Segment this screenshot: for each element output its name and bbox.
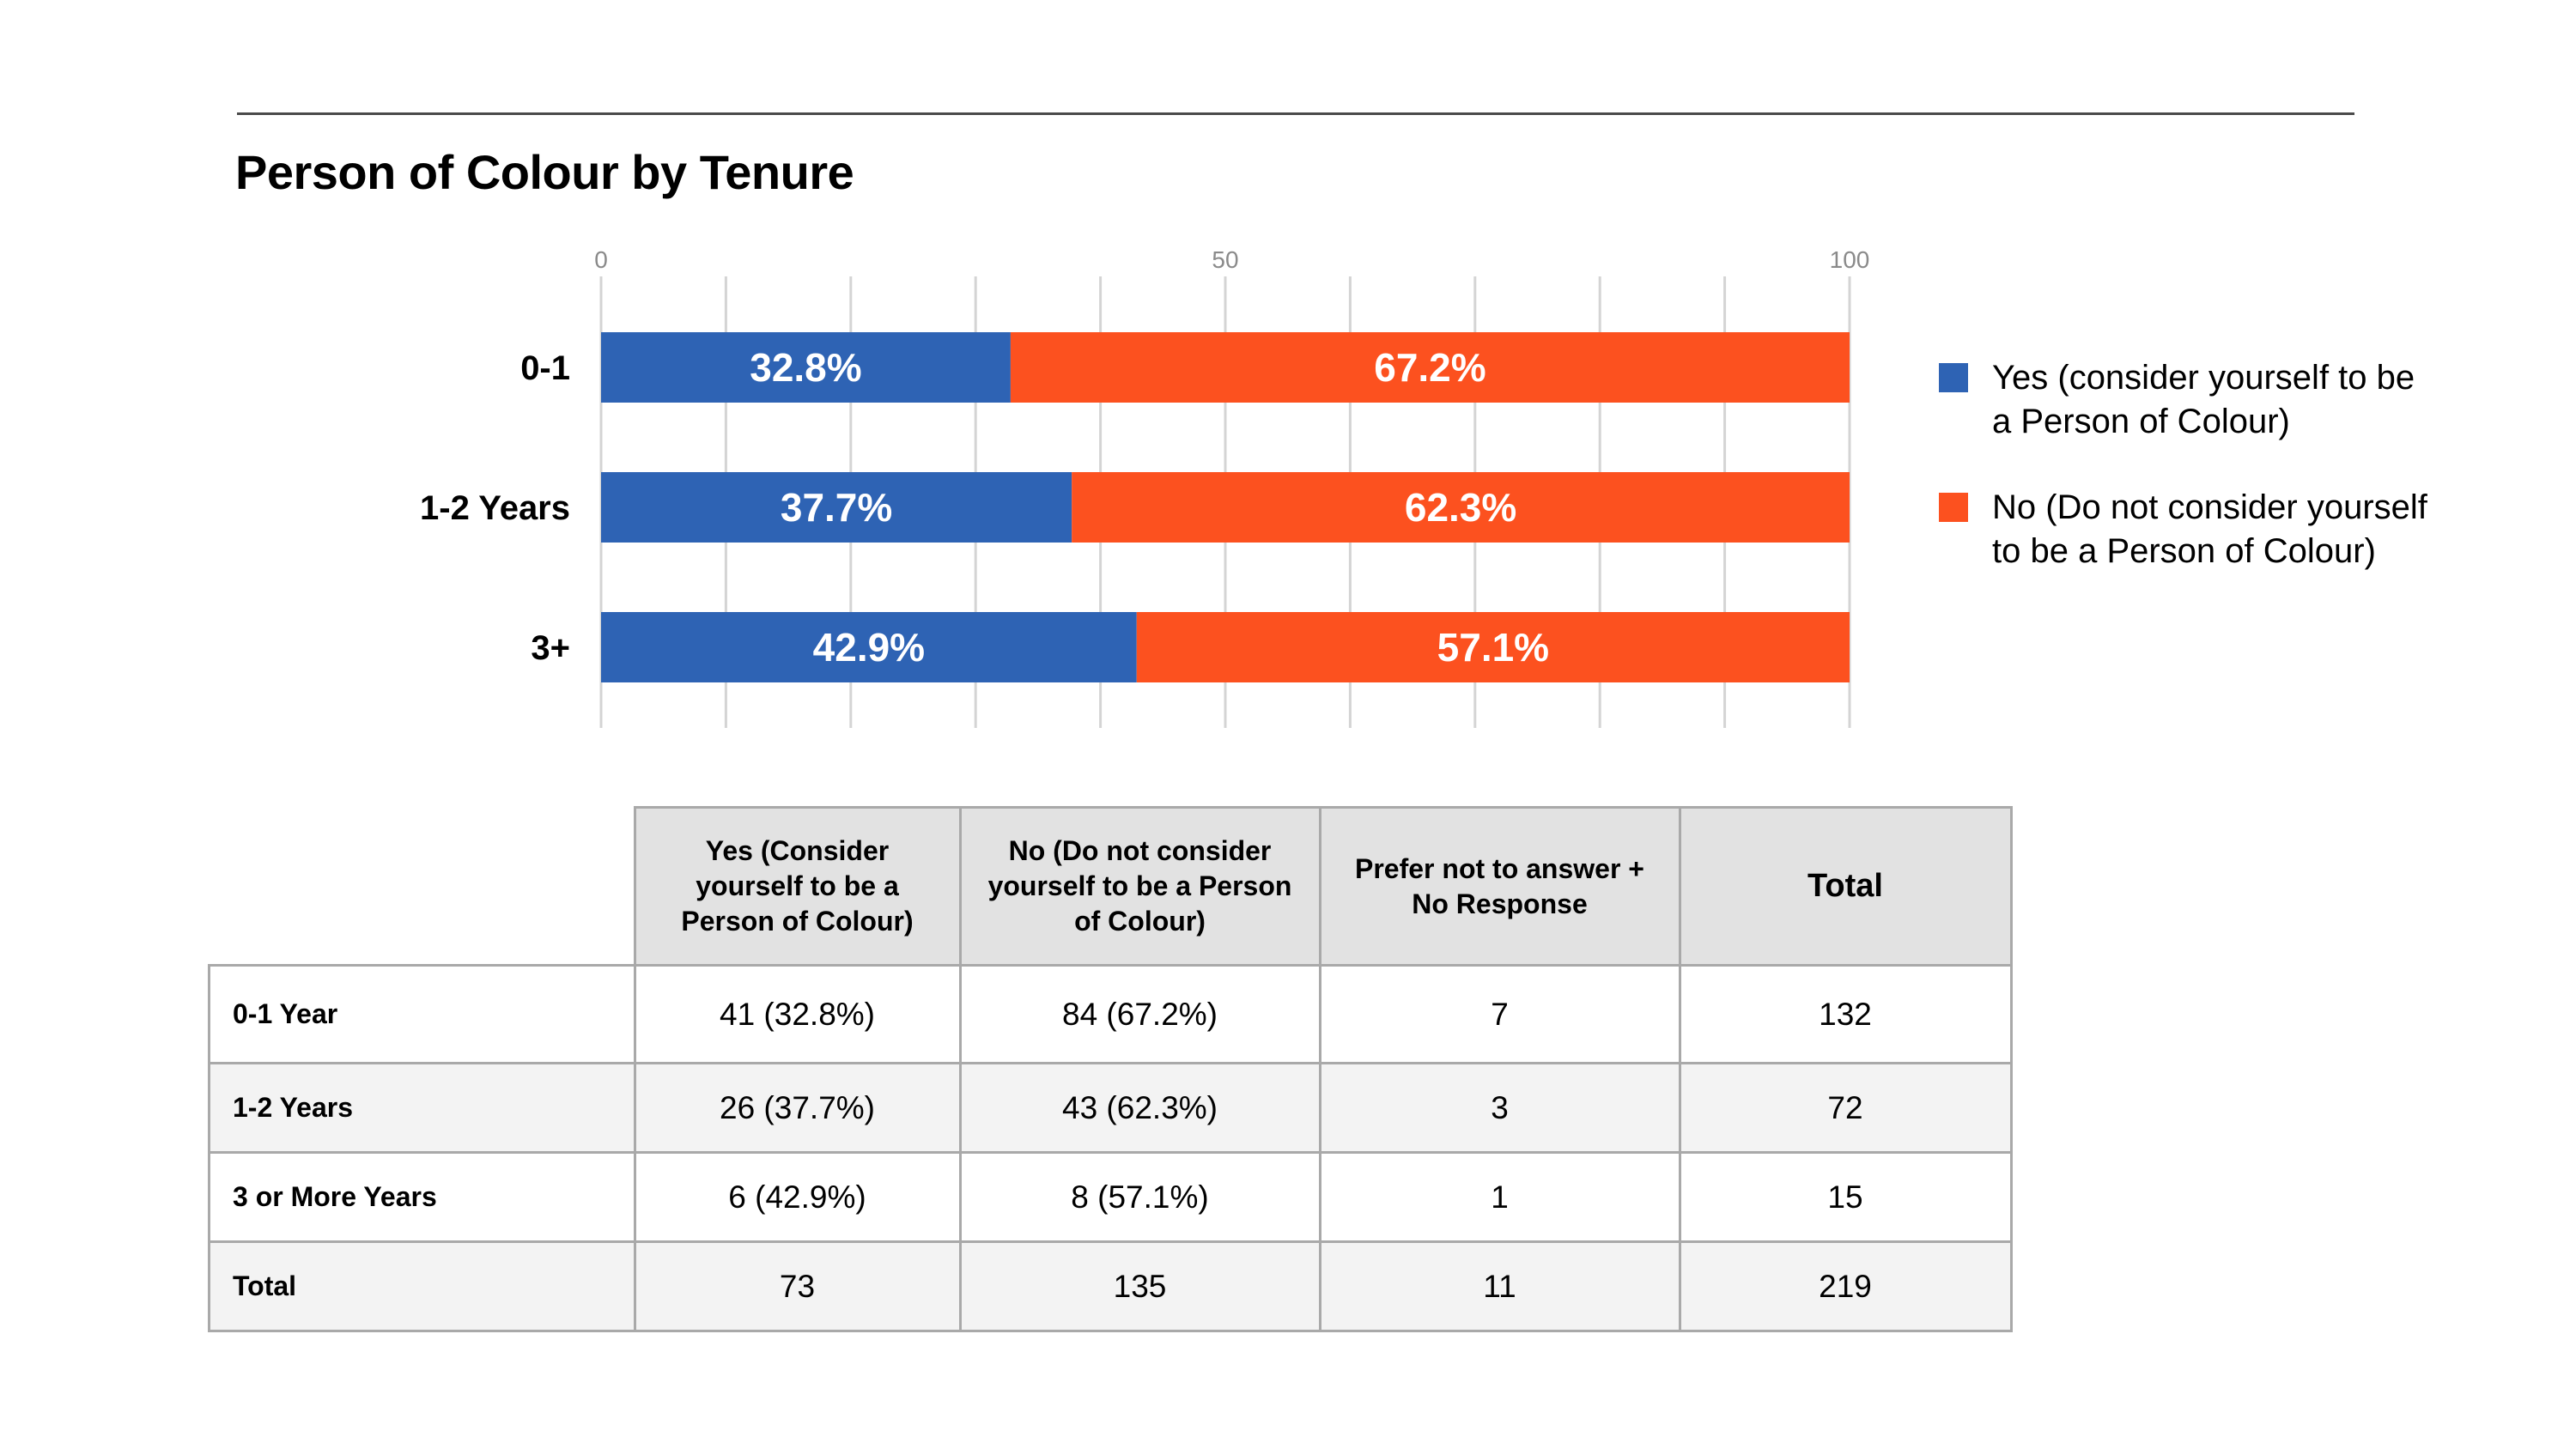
data-label: 42.9% (813, 625, 925, 670)
bar-segment-no (1072, 472, 1850, 543)
bar-segment-yes (601, 612, 1137, 682)
table-cell: 72 (1678, 1062, 2013, 1154)
x-tick-label: 50 (1212, 246, 1238, 273)
data-label: 37.7% (781, 485, 892, 530)
data-label: 32.8% (750, 345, 861, 390)
legend-item-no: No (Do not consider yourself to be a Per… (1939, 486, 2439, 573)
table-header-total: Total (1678, 806, 2013, 967)
bar-segment-yes (601, 472, 1072, 543)
table-row: 0-1 Year 41 (32.8%) 84 (67.2%) 7 132 (208, 964, 2013, 1064)
table-cell: 84 (67.2%) (958, 964, 1321, 1064)
page-title: Person of Colour by Tenure (235, 145, 854, 199)
table-header-yes: Yes (Consider yourself to be a Person of… (633, 806, 962, 967)
table-cell: 43 (62.3%) (958, 1062, 1321, 1154)
row-label: 3 or More Years (208, 1151, 636, 1243)
table-cell: 135 (958, 1240, 1321, 1332)
category-label: 0-1 (520, 349, 570, 387)
row-label: 0-1 Year (208, 964, 636, 1064)
table-cell: 41 (32.8%) (633, 964, 962, 1064)
top-divider (237, 112, 2354, 115)
row-label: Total (208, 1240, 636, 1332)
table-cell: 1 (1318, 1151, 1681, 1243)
table-cell: 219 (1678, 1240, 2013, 1332)
table-row: 1-2 Years 26 (37.7%) 43 (62.3%) 3 72 (208, 1062, 2013, 1154)
category-label: 1-2 Years (420, 489, 570, 527)
table-cell: 26 (37.7%) (633, 1062, 962, 1154)
bar-segment-no (1136, 612, 1850, 682)
data-label: 62.3% (1405, 485, 1516, 530)
x-tick-label: 100 (1830, 246, 1870, 273)
table-cell: 73 (633, 1240, 962, 1332)
row-label: 1-2 Years (208, 1062, 636, 1154)
table-header-no: No (Do not consider yourself to be a Per… (958, 806, 1321, 967)
bar-segment-no (1010, 332, 1850, 403)
table-cell: 8 (57.1%) (958, 1151, 1321, 1243)
legend-label-no: No (Do not consider yourself to be a Per… (1992, 488, 2427, 570)
table-cell: 15 (1678, 1151, 2013, 1243)
legend-swatch-no (1939, 493, 1968, 522)
table-cell: 7 (1318, 964, 1681, 1064)
data-label: 57.1% (1437, 625, 1549, 670)
tenure-data-table: Yes (Consider yourself to be a Person of… (208, 806, 2013, 1332)
table-cell: 3 (1318, 1062, 1681, 1154)
table-cell: 132 (1678, 964, 2013, 1064)
table-header-prefer-not: Prefer not to answer + No Response (1318, 806, 1681, 967)
category-label: 3+ (531, 629, 570, 667)
table-row: Total 73 135 11 219 (208, 1240, 2013, 1332)
data-label: 67.2% (1374, 345, 1485, 390)
table-cell: 6 (42.9%) (633, 1151, 962, 1243)
bar-segment-yes (601, 332, 1011, 403)
table-row: 3 or More Years 6 (42.9%) 8 (57.1%) 1 15 (208, 1151, 2013, 1243)
legend-label-yes: Yes (consider yourself to be a Person of… (1992, 359, 2415, 440)
table-header-row: Yes (Consider yourself to be a Person of… (209, 806, 2013, 967)
legend-swatch-yes (1939, 363, 1968, 392)
x-tick-label: 0 (594, 246, 608, 273)
table-cell: 11 (1318, 1240, 1681, 1332)
table-header-blank (209, 807, 636, 967)
stacked-bar-chart: 0 50 100 0-1 1-2 Years 3+ 32.8% 67.2% 37.7% 62.3%… (420, 246, 1870, 728)
legend-item-yes: Yes (consider yourself to be a Person of… (1939, 356, 2439, 444)
